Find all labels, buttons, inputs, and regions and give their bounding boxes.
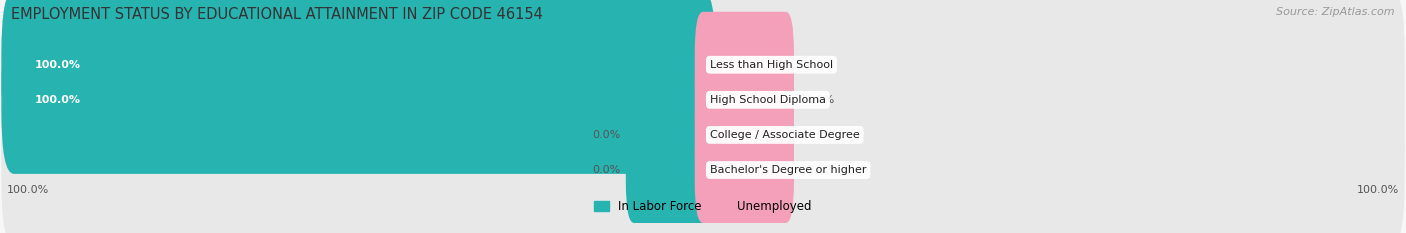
- Text: 100.0%: 100.0%: [1357, 185, 1399, 195]
- FancyBboxPatch shape: [695, 12, 794, 118]
- FancyBboxPatch shape: [1, 0, 716, 139]
- FancyBboxPatch shape: [626, 117, 711, 223]
- Text: EMPLOYMENT STATUS BY EDUCATIONAL ATTAINMENT IN ZIP CODE 46154: EMPLOYMENT STATUS BY EDUCATIONAL ATTAINM…: [11, 7, 543, 22]
- Legend: In Labor Force, Unemployed: In Labor Force, Unemployed: [589, 195, 817, 218]
- FancyBboxPatch shape: [1, 26, 1405, 174]
- Text: College / Associate Degree: College / Associate Degree: [710, 130, 859, 140]
- Text: 0.0%: 0.0%: [807, 165, 835, 175]
- FancyBboxPatch shape: [695, 47, 794, 153]
- FancyBboxPatch shape: [695, 82, 794, 188]
- Text: Source: ZipAtlas.com: Source: ZipAtlas.com: [1277, 7, 1395, 17]
- FancyBboxPatch shape: [1, 61, 1405, 209]
- Text: Less than High School: Less than High School: [710, 60, 832, 70]
- FancyBboxPatch shape: [1, 0, 1405, 139]
- Text: 100.0%: 100.0%: [35, 95, 80, 105]
- FancyBboxPatch shape: [626, 82, 711, 188]
- Text: 0.0%: 0.0%: [807, 60, 835, 70]
- Text: 100.0%: 100.0%: [35, 60, 80, 70]
- FancyBboxPatch shape: [1, 26, 716, 174]
- Text: 0.0%: 0.0%: [807, 95, 835, 105]
- Text: High School Diploma: High School Diploma: [710, 95, 825, 105]
- Text: 0.0%: 0.0%: [807, 130, 835, 140]
- Text: 0.0%: 0.0%: [592, 165, 620, 175]
- Text: 0.0%: 0.0%: [592, 130, 620, 140]
- Text: Bachelor's Degree or higher: Bachelor's Degree or higher: [710, 165, 866, 175]
- Text: 100.0%: 100.0%: [7, 185, 49, 195]
- FancyBboxPatch shape: [1, 96, 1405, 233]
- FancyBboxPatch shape: [695, 117, 794, 223]
